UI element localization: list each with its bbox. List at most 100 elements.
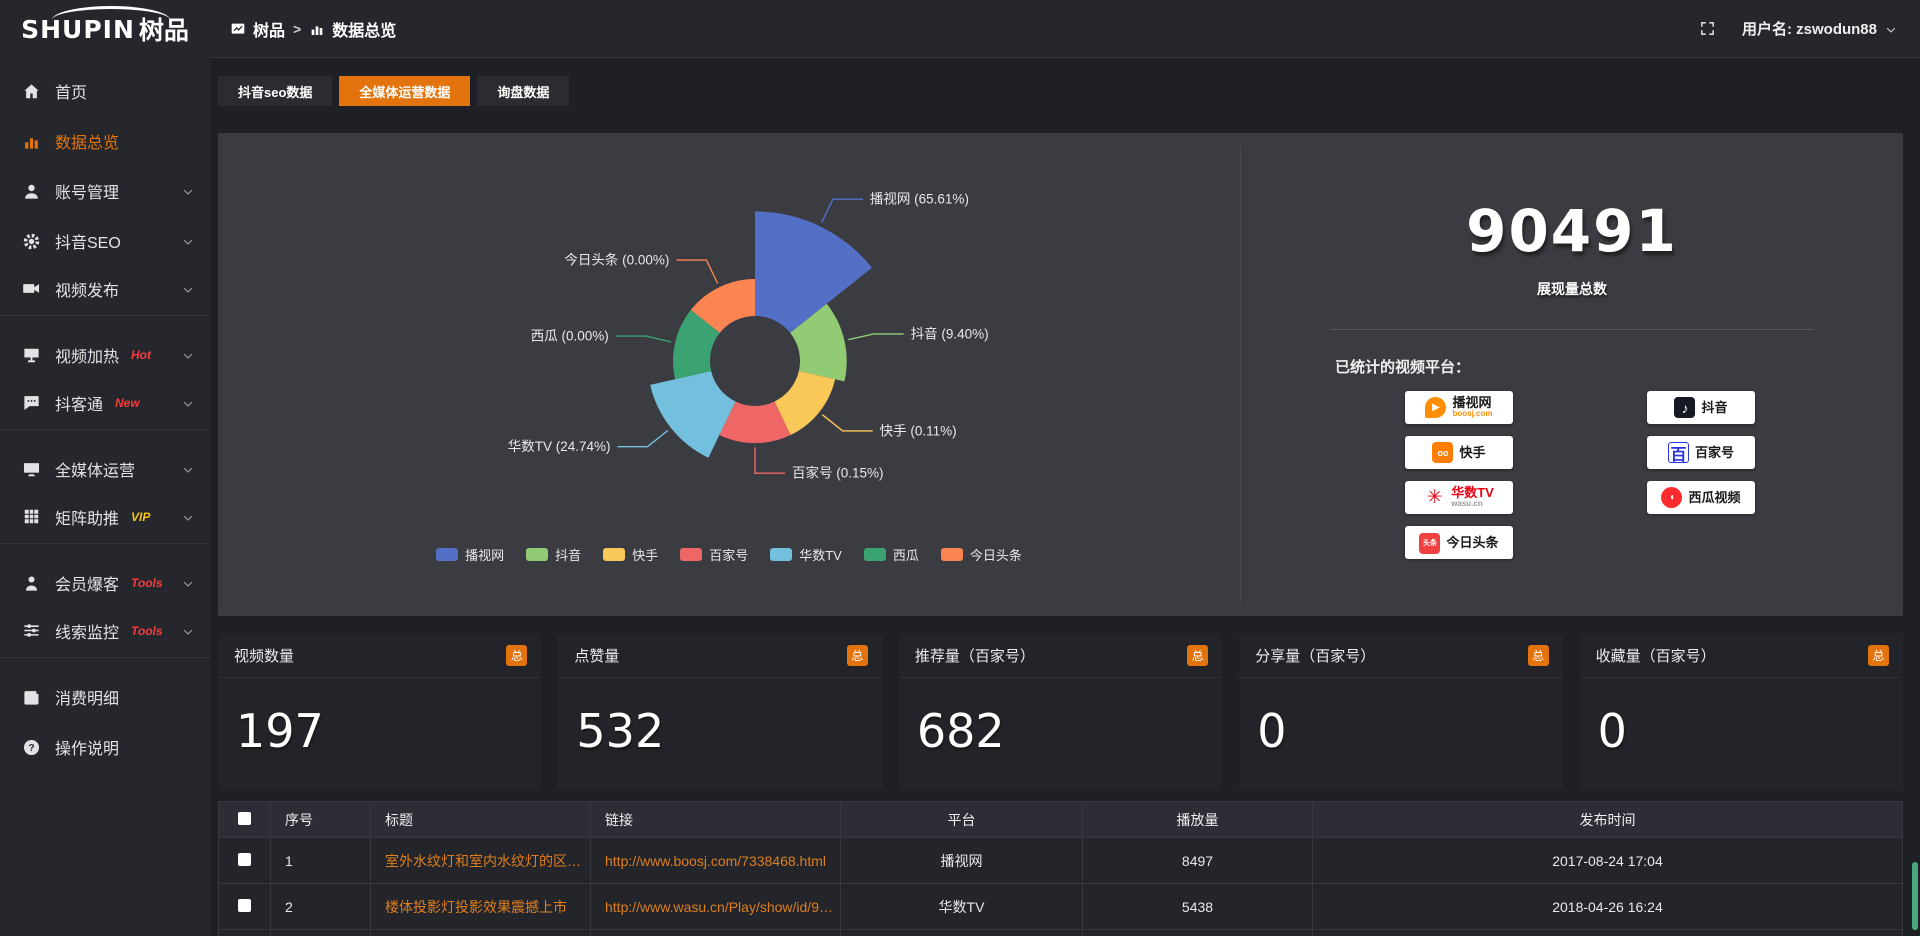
table-row: 1 室外水纹灯和室内水纹灯的区别和简介 http://www.boosj.com…	[218, 837, 1903, 884]
total-badge: 总	[846, 644, 868, 666]
stat-card: 推荐量（百家号） 总 682	[898, 633, 1223, 791]
legend-item[interactable]: 今日头条	[940, 545, 1022, 564]
rose-slice[interactable]	[755, 211, 872, 333]
menu-item-label: 会员爆客	[55, 577, 120, 594]
cell-index: 2	[270, 883, 371, 930]
menu-item-label: 抖客通	[55, 396, 104, 414]
menu-item-icon	[22, 460, 41, 479]
rose-slice[interactable]	[690, 279, 755, 333]
menu-item-icon	[22, 346, 41, 365]
rose-slice[interactable]	[650, 371, 736, 458]
menu-item-label: 线索监控	[55, 624, 120, 642]
total-badge: 总	[1868, 644, 1890, 666]
menu-item-label: 矩阵助推	[55, 510, 120, 528]
platform-logo-sub: boosj.com	[1452, 409, 1493, 419]
stat-card-value: 532	[576, 704, 665, 758]
rose-label-line	[615, 335, 672, 343]
platform-logo-name: 西瓜视频	[1688, 489, 1741, 505]
row-checkbox[interactable]	[238, 852, 251, 866]
cell-time	[1312, 929, 1903, 936]
legend-item[interactable]: 抖音	[526, 545, 581, 564]
rose-label-line	[821, 414, 873, 432]
stat-card-title: 点赞量	[574, 647, 620, 665]
col-header-index: 序号	[270, 801, 371, 838]
breadcrumb-root[interactable]: 树品	[230, 17, 285, 41]
legend-item[interactable]: 百家号	[680, 545, 748, 564]
platform-logo-badge: ✳ 华数TV wasu.cn	[1405, 481, 1513, 514]
chevron-down-icon	[182, 185, 194, 197]
cell-time: 2018-04-26 16:24	[1312, 883, 1903, 930]
rose-slice[interactable]	[719, 401, 791, 444]
sidebar-item[interactable]: 会员爆客 Tools	[0, 558, 210, 608]
sidebar-item[interactable]: 抖客通 New	[0, 380, 210, 430]
rose-label-line	[754, 447, 785, 474]
sidebar-item[interactable]: 全媒体运营	[0, 444, 210, 494]
legend-label: 西瓜	[892, 548, 919, 563]
platform-logo-name: 今日头条	[1446, 534, 1499, 550]
menu-item-badge: New	[115, 395, 140, 410]
breadcrumb-separator: >	[293, 20, 302, 37]
platform-logo-name: 播视网	[1452, 395, 1492, 411]
legend-item[interactable]: 播视网	[436, 545, 504, 564]
sidebar-item[interactable]: 矩阵助推 VIP	[0, 494, 210, 544]
platform-logo-badge: 百 百家号	[1647, 436, 1755, 469]
menu-item-label: 账号管理	[55, 185, 120, 202]
legend-item[interactable]: 西瓜	[863, 545, 919, 564]
menu-item-icon	[22, 182, 41, 201]
legend-item[interactable]: 华数TV	[770, 545, 842, 564]
video-url-link[interactable]: http://www.boosj.com/7338468.html	[605, 852, 827, 869]
video-url-link[interactable]: http://www.wasu.cn/Play/show/id/952...	[605, 898, 840, 915]
cell-platform: 华数TV	[840, 883, 1083, 930]
sidebar-item[interactable]: 视频发布	[0, 266, 210, 316]
legend-swatch-icon	[863, 548, 886, 561]
chevron-down-icon	[182, 463, 194, 475]
platform-logo-icon: 百	[1667, 442, 1689, 464]
rose-slice[interactable]	[673, 309, 720, 380]
rose-label: 华数TV (24.74%)	[508, 439, 611, 454]
platform-logo-sub: wasu.cn	[1451, 499, 1483, 509]
sidebar-item[interactable]: 账号管理	[0, 166, 210, 216]
legend-label: 快手	[632, 548, 659, 563]
breadcrumb-current[interactable]: 数据总览	[309, 17, 396, 41]
legend-item[interactable]: 快手	[603, 545, 658, 564]
data-tab[interactable]: 全媒体运营数据	[339, 76, 471, 106]
stat-cards: 视频数量 总 197 点赞量 总 532 推荐量（百家号） 总 682	[218, 633, 1904, 791]
cell-plays: 8497	[1082, 837, 1313, 884]
app-logo: SHUPIN 树品	[0, 0, 210, 58]
logo-arc-icon	[52, 6, 170, 20]
stat-card: 点赞量 总 532	[558, 633, 882, 791]
table-row	[218, 929, 1903, 936]
data-tab[interactable]: 询盘数据	[477, 76, 570, 106]
user-menu[interactable]: 用户名: zswodun88	[1742, 18, 1896, 39]
rose-label-line	[848, 333, 904, 341]
legend-label: 今日头条	[969, 548, 1022, 563]
sidebar-item[interactable]: 抖音SEO	[0, 216, 210, 266]
menu-item-icon	[22, 82, 41, 101]
platform-logo-badge: ◖ 西瓜视频	[1647, 481, 1755, 514]
legend-swatch-icon	[526, 548, 549, 561]
rose-label: 快手 (0.11%)	[880, 423, 957, 438]
sidebar-item[interactable]: 线索监控 Tools	[0, 608, 210, 658]
menu-item-icon	[22, 132, 41, 151]
platform-share-rose-chart[interactable]: 播视网 (65.61%) 抖音 (9.40%) 快手 (0.11%) 百家号 (0.1…	[218, 133, 1240, 535]
video-title-link[interactable]: 室外水纹灯和室内水纹灯的区别和简介	[385, 852, 590, 869]
rose-slice[interactable]	[774, 371, 836, 435]
sidebar-item[interactable]: 消费明细	[0, 672, 210, 722]
video-title-link[interactable]: 楼体投影灯投影效果震撼上市	[385, 898, 567, 915]
row-checkbox[interactable]	[238, 898, 251, 912]
platform-logo-badge: 头条 今日头条	[1405, 526, 1513, 559]
platform-logo-grid: ▶ 播视网 boosj.com oo 快手	[1405, 391, 1903, 559]
col-header-time: 发布时间	[1312, 801, 1903, 838]
sidebar-item[interactable]: 数据总览	[0, 116, 210, 166]
scrollbar-thumb[interactable]	[1912, 862, 1918, 930]
sidebar-item[interactable]: 视频加热 Hot	[0, 330, 210, 380]
counted-platforms-label: 已统计的视频平台：	[1335, 359, 1471, 376]
sidebar-item[interactable]: 首页	[0, 66, 210, 116]
cell-plays: 5438	[1082, 883, 1313, 930]
stat-card: 收藏量（百家号） 总 0	[1579, 633, 1904, 791]
select-all-checkbox[interactable]	[238, 811, 251, 825]
data-tab[interactable]: 抖音seo数据	[218, 76, 333, 106]
rose-slice[interactable]	[790, 303, 847, 382]
sidebar-item[interactable]: ? 操作说明	[0, 722, 210, 772]
fullscreen-icon[interactable]	[1699, 20, 1716, 37]
